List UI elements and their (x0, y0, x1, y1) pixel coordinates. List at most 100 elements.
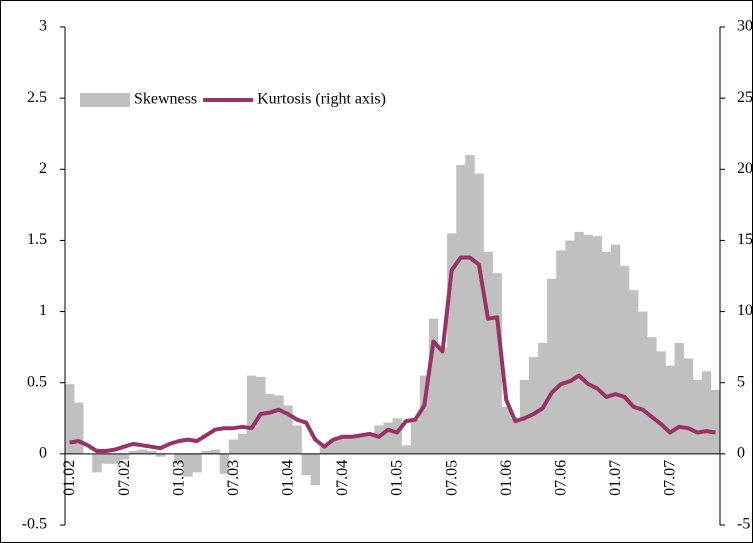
bar (638, 311, 648, 454)
bar (183, 453, 193, 477)
bar (610, 244, 621, 454)
y-tick-label: 1.5 (27, 231, 47, 248)
y2-tick-label: -5 (737, 516, 750, 533)
bar (92, 453, 102, 473)
bar (128, 451, 139, 454)
x-tick-label: 01.06 (498, 460, 515, 496)
bar (538, 342, 548, 454)
bar (392, 418, 402, 454)
x-tick-label: 01.05 (389, 460, 406, 496)
bar (510, 418, 521, 454)
bar (647, 337, 657, 454)
bar (283, 405, 293, 454)
bar (619, 266, 630, 454)
y-tick-label: -0.5 (22, 516, 47, 533)
x-tick-label: 01.07 (607, 460, 624, 496)
bar (428, 318, 439, 454)
bar (265, 394, 275, 454)
x-tick-label: 07.05 (443, 460, 460, 496)
bar (710, 389, 721, 454)
legend-label: Skewness (134, 91, 197, 108)
bar (629, 290, 639, 454)
y2-tick-label: 25 (737, 89, 753, 106)
bar (110, 453, 120, 464)
bar (246, 375, 257, 454)
y2-tick-label: 30 (737, 18, 753, 35)
bar (347, 435, 357, 454)
y-tick-label: 2 (39, 160, 47, 177)
bar (337, 436, 348, 454)
bar (683, 358, 694, 454)
bar (665, 365, 675, 454)
bar (692, 379, 703, 454)
bar (547, 278, 557, 454)
bar (146, 451, 157, 454)
y-tick-label: 3 (39, 18, 47, 35)
x-tick-label: 07.02 (116, 460, 133, 496)
bar (410, 419, 421, 454)
x-tick-label: 07.04 (334, 460, 351, 496)
bar (319, 446, 330, 454)
line (69, 255, 716, 453)
bar (219, 453, 230, 474)
bar (201, 451, 211, 454)
bar (419, 375, 430, 454)
bar (374, 425, 384, 454)
bar (383, 422, 393, 454)
bar (301, 453, 311, 476)
x-tick-label: 01.02 (61, 460, 78, 496)
bar (192, 453, 202, 473)
bar (292, 425, 302, 454)
bar (101, 453, 111, 464)
bar (565, 240, 575, 454)
bar (574, 231, 584, 454)
bar (447, 233, 457, 454)
bar (210, 449, 220, 454)
bar (528, 357, 539, 454)
bar (401, 445, 411, 454)
bar (119, 453, 129, 460)
bar (465, 155, 475, 454)
bar (674, 342, 684, 454)
bar (310, 453, 321, 486)
legend-swatch (80, 93, 130, 107)
bar (356, 436, 366, 454)
bar (656, 351, 666, 454)
y2-tick-label: 20 (737, 160, 753, 177)
bar (237, 433, 248, 454)
bar (155, 453, 166, 457)
bar (474, 173, 484, 454)
bar (456, 165, 466, 454)
y2-tick-label: 15 (737, 231, 753, 248)
x-tick-label: 07.07 (662, 460, 679, 496)
bar (701, 371, 712, 454)
bar (274, 395, 284, 454)
bar (583, 234, 593, 454)
x-tick-label: 07.03 (225, 460, 242, 496)
bar (174, 453, 184, 464)
bar (492, 273, 502, 454)
y2-tick-label: 10 (737, 302, 753, 319)
y2-tick-label: 0 (737, 445, 745, 462)
bar (228, 439, 239, 454)
bar (365, 432, 375, 454)
y2-tick-label: 5 (737, 373, 745, 390)
bar (74, 402, 84, 454)
y-tick-label: 0.5 (27, 373, 47, 390)
bar (328, 439, 339, 454)
bar (65, 384, 75, 454)
x-tick-label: 01.04 (280, 460, 297, 496)
bar (437, 347, 448, 454)
y-tick-label: 0 (39, 445, 47, 462)
y-tick-label: 2.5 (27, 89, 47, 106)
bar (592, 236, 603, 454)
x-tick-label: 07.06 (552, 460, 569, 496)
bar (501, 406, 512, 454)
legend-label: Kurtosis (right axis) (257, 91, 386, 108)
bar (556, 250, 566, 454)
y-tick-label: 1 (39, 302, 47, 319)
bar (601, 251, 612, 454)
bar (137, 449, 148, 454)
